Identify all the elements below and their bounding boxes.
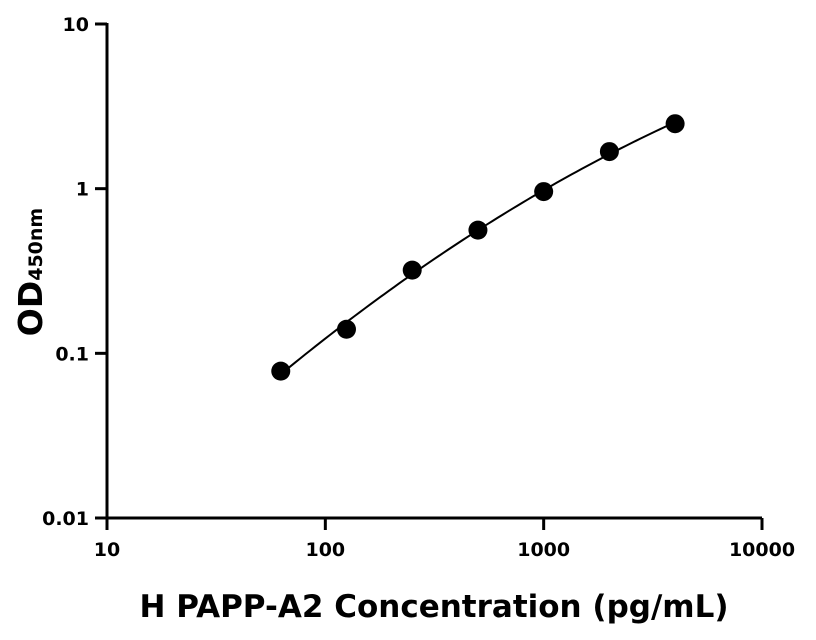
y-tick-label: 10: [63, 14, 89, 36]
x-tick-label: 1000: [517, 539, 570, 561]
data-point: [534, 182, 554, 202]
data-points: [271, 114, 685, 381]
data-point: [599, 142, 619, 162]
axes: [105, 23, 762, 520]
data-point: [665, 114, 685, 134]
y-axis-title: OD450nm: [11, 208, 50, 336]
y-axis-title-main: OD: [11, 281, 50, 336]
data-point: [402, 260, 422, 280]
fit-curve: [280, 121, 676, 376]
x-tick-label: 10000: [729, 539, 795, 561]
x-tick-label: 10: [94, 539, 120, 561]
x-ticks: 10 100 1000 10000: [94, 518, 795, 561]
data-point: [468, 220, 488, 240]
x-tick-label: 100: [305, 539, 345, 561]
x-axis-title: H PAPP-A2 Concentration (pg/mL): [139, 589, 728, 625]
svg-text:OD450nm: OD450nm: [11, 208, 50, 336]
y-tick-label: 0.1: [55, 343, 89, 365]
data-point: [336, 319, 356, 339]
y-ticks: 0.01 0.1 1 10: [42, 14, 107, 530]
y-tick-label: 1: [76, 179, 89, 201]
y-tick-label: 0.01: [42, 508, 89, 530]
y-axis-title-sub: 450nm: [25, 208, 47, 281]
data-point: [271, 361, 291, 381]
